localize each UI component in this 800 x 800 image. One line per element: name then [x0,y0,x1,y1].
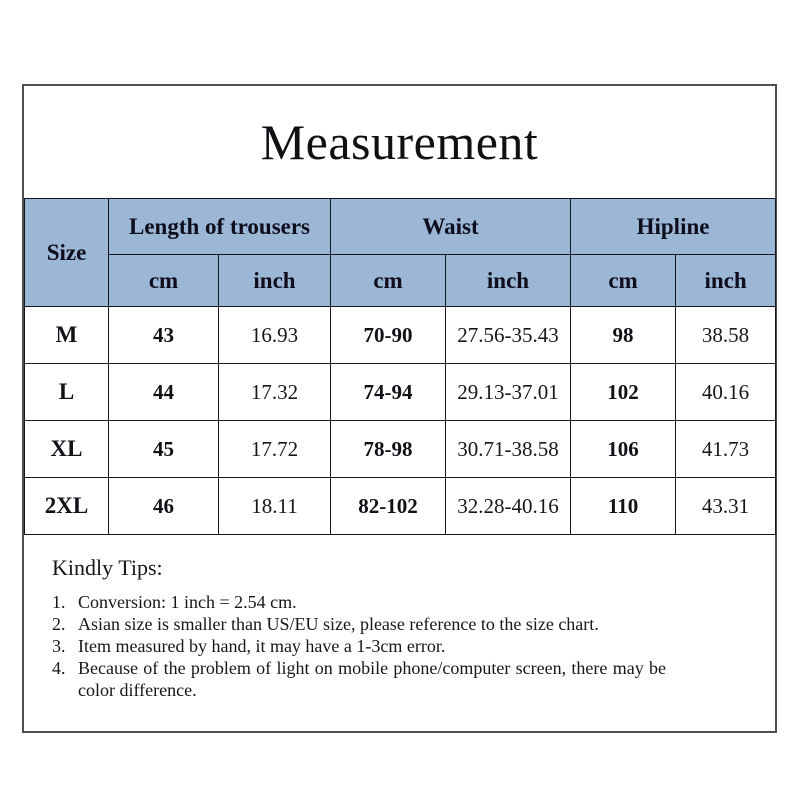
table-cell: 30.71-38.58 [445,420,572,478]
table-cell: 29.13-37.01 [445,363,572,421]
kindly-tips-section: Kindly Tips: 1. Conversion: 1 inch = 2.5… [24,555,775,701]
tip-number: 1. [52,592,66,612]
table-cell: 78-98 [330,420,447,478]
size-cell: M [24,306,109,364]
measurement-table: Size Length of trousers Waist Hipline cm… [24,198,777,535]
table-row-2xl: 2XL 46 18.11 82-102 32.28-40.16 110 43.3… [24,477,777,535]
table-cell: 110 [570,477,677,535]
tip-item: 4. Because of the problem of light on mo… [52,657,775,701]
table-cell: 70-90 [330,306,447,364]
table-cell: 98 [570,306,677,364]
tip-text: Item measured by hand, it may have a 1-3… [78,636,446,656]
tips-heading: Kindly Tips: [52,555,163,580]
tip-number: 2. [52,614,66,634]
table-cell: 40.16 [675,363,777,421]
unit-header-hip-inch: inch [675,254,777,307]
tip-text: Because of the problem of light on mobil… [78,658,666,700]
column-header-trousers-length: Length of trousers [107,198,332,255]
table-row-xl: XL 45 17.72 78-98 30.71-38.58 106 41.73 [24,420,777,478]
tip-number: 4. [52,658,66,678]
table-cell: 46 [108,477,219,535]
table-cell: 44 [108,363,219,421]
tip-text: Conversion: 1 inch = 2.54 cm. [78,592,297,612]
unit-header-waist-inch: inch [445,254,572,307]
tips-list: 1. Conversion: 1 inch = 2.54 cm. 2. Asia… [52,591,775,701]
table-cell: 43 [108,306,219,364]
table-cell: 16.93 [217,306,332,364]
unit-header-waist-cm: cm [330,254,447,307]
page-title: Measurement [260,114,539,170]
unit-header-trousers-inch: inch [217,254,332,307]
table-cell: 38.58 [675,306,777,364]
table-cell: 41.73 [675,420,777,478]
table-cell: 32.28-40.16 [445,477,572,535]
column-header-hipline: Hipline [570,198,777,255]
chart-panel: Measurement Size Length of trousers Wais… [22,84,777,733]
table-cell: 27.56-35.43 [445,306,572,364]
tip-item: 3. Item measured by hand, it may have a … [52,635,775,657]
size-cell: L [24,363,109,421]
size-cell: 2XL [24,477,109,535]
table-cell: 17.72 [217,420,332,478]
table-cell: 18.11 [217,477,332,535]
table-cell: 43.31 [675,477,777,535]
tip-item: 1. Conversion: 1 inch = 2.54 cm. [52,591,775,613]
table-cell: 102 [570,363,677,421]
table-cell: 17.32 [217,363,332,421]
column-header-waist: Waist [330,198,572,255]
tip-item: 2. Asian size is smaller than US/EU size… [52,613,775,635]
unit-header-hip-cm: cm [570,254,677,307]
table-cell: 45 [108,420,219,478]
title-row: Measurement [24,86,775,198]
tip-text: Asian size is smaller than US/EU size, p… [78,614,599,634]
table-cell: 106 [570,420,677,478]
unit-header-trousers-cm: cm [108,254,219,307]
table-cell: 82-102 [330,477,447,535]
tip-number: 3. [52,636,66,656]
table-row-l: L 44 17.32 74-94 29.13-37.01 102 40.16 [24,363,777,421]
column-header-size: Size [24,198,109,307]
table-cell: 74-94 [330,363,447,421]
size-cell: XL [24,420,109,478]
table-row-m: M 43 16.93 70-90 27.56-35.43 98 38.58 [24,306,777,364]
